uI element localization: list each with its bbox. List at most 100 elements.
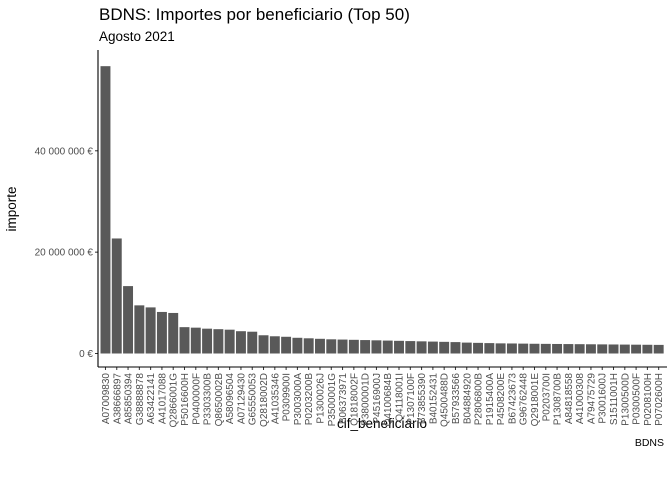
x-tick-label: A41017088	[157, 373, 168, 425]
bar	[461, 342, 472, 354]
x-tick-label: Q2918001E	[530, 373, 541, 427]
y-tick-label: 0 €	[79, 349, 93, 360]
bar	[484, 343, 495, 354]
y-tick-label: 40 000 000 €	[35, 146, 94, 157]
x-tick-label: Q4500488D	[440, 373, 451, 427]
x-tick-label: G65550053	[248, 373, 259, 426]
bar	[168, 312, 179, 354]
chart-caption: BDNS	[635, 437, 664, 449]
x-tick-label: P0702600H	[654, 373, 665, 426]
bar	[292, 337, 303, 354]
x-tick-label: A41035346	[270, 373, 281, 425]
x-tick-label: A79475729	[586, 373, 597, 425]
bar	[269, 336, 280, 354]
bar	[518, 343, 529, 354]
x-tick-label: P0203700I	[541, 373, 552, 421]
x-tick-label: B04884920	[462, 373, 473, 425]
bar	[337, 339, 348, 354]
bar	[213, 329, 224, 354]
x-tick-label: P3800001D	[361, 373, 372, 426]
x-tick-label: A85850394	[124, 373, 135, 425]
x-axis-title: cif_beneficiario	[337, 416, 427, 431]
bar	[371, 340, 382, 354]
bar	[642, 344, 653, 354]
bar	[653, 344, 664, 354]
x-tick-label: A38666897	[112, 373, 123, 425]
x-tick-label: P1308700B	[553, 373, 564, 426]
bar	[631, 344, 642, 354]
bar	[552, 343, 563, 354]
x-tick-label: Q1818002F	[349, 373, 360, 426]
x-tick-label: P2806800B	[474, 373, 485, 426]
x-tick-label: P0309900I	[282, 373, 293, 421]
x-tick-label: G96762448	[519, 373, 530, 426]
bar	[348, 339, 359, 354]
x-tick-label: B67423673	[507, 373, 518, 425]
x-tick-label: A07009830	[101, 373, 112, 425]
chart-subtitle: Agosto 2021	[99, 29, 175, 44]
bar	[224, 329, 235, 354]
bar	[382, 340, 393, 354]
y-axis-title: importe	[4, 186, 19, 231]
bar	[145, 307, 156, 354]
x-tick-label: P4516900J	[372, 373, 383, 424]
bar	[416, 341, 427, 354]
x-tick-label: P4508200E	[496, 373, 507, 426]
bar	[427, 341, 438, 354]
bar	[156, 311, 167, 354]
bar	[540, 343, 551, 354]
bar	[450, 342, 461, 354]
plot-area: A07009830 A38666897 A85850394 G38888878 A634…	[35, 66, 665, 428]
x-tick-label: P1300026J	[315, 373, 326, 424]
bar	[619, 344, 630, 354]
x-tick-label: P3303300B	[203, 373, 214, 426]
x-tick-label: P0300500F	[632, 373, 643, 425]
x-tick-label: A84818558	[564, 373, 575, 425]
x-tick-label: Q2866001G	[169, 373, 180, 428]
x-tick-label: P1300500D	[620, 373, 631, 426]
bar	[405, 341, 416, 354]
bar	[315, 338, 325, 354]
x-tick-label: B06373971	[338, 373, 349, 425]
x-tick-label: B73855390	[417, 373, 428, 425]
x-tick-label: A58096504	[225, 373, 236, 425]
bar	[258, 335, 269, 354]
bar	[303, 338, 314, 354]
x-tick-label: P0208100H	[643, 373, 654, 426]
bar	[439, 341, 450, 354]
x-tick-label: Q4118001I	[395, 373, 406, 422]
bar	[394, 340, 404, 354]
x-tick-label: Q8650002B	[214, 373, 225, 427]
x-tick-label: A07129430	[236, 373, 247, 425]
x-tick-label: P1915400A	[485, 373, 496, 426]
bar	[247, 331, 258, 354]
x-tick-label: P3001600J	[598, 373, 609, 424]
x-tick-label: P3003000A	[293, 373, 304, 426]
bar	[563, 344, 574, 354]
bar	[360, 340, 371, 354]
x-tick-label: P3500001G	[327, 373, 338, 427]
bar	[179, 327, 190, 354]
bar	[473, 342, 484, 354]
x-tick-label: P0400000F	[191, 373, 202, 425]
x-tick-label: B57933566	[451, 373, 462, 425]
x-tick-label: Q4100684B	[383, 373, 394, 427]
bar	[585, 344, 596, 354]
x-tick-label: Q2818002D	[259, 373, 270, 427]
bar	[574, 344, 585, 354]
bar	[529, 343, 540, 354]
x-tick-label: P0203200B	[304, 373, 315, 426]
bar	[495, 343, 506, 354]
chart-title: BDNS: Importes por beneficiario (Top 50)	[99, 5, 410, 24]
bar	[506, 343, 517, 354]
bar	[134, 305, 145, 354]
bar	[100, 66, 111, 354]
bar	[111, 238, 122, 354]
x-tick-label: B40152431	[428, 373, 439, 425]
bar	[123, 286, 134, 354]
x-tick-label: A41000308	[575, 373, 586, 425]
bar	[597, 344, 608, 354]
bar	[326, 339, 337, 354]
x-tick-label: G38888878	[135, 373, 146, 426]
